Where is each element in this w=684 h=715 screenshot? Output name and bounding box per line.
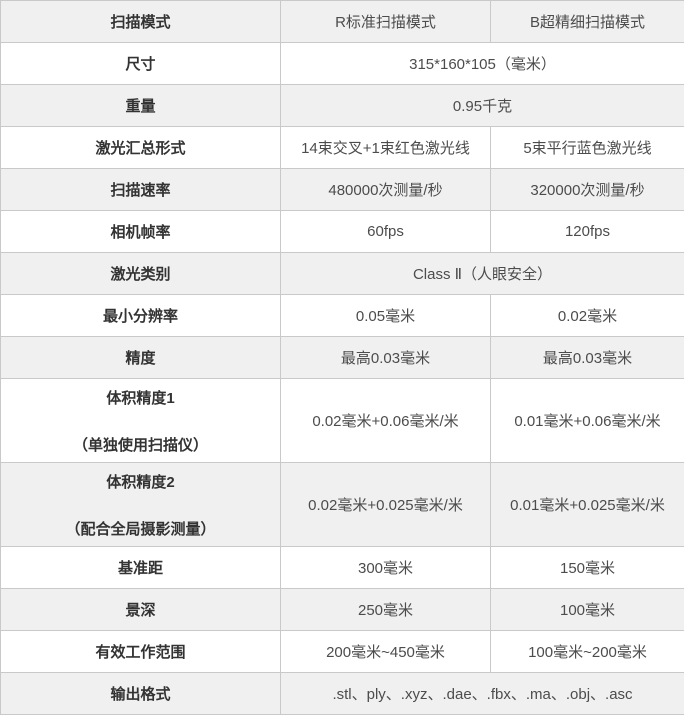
spec-label-cell: 基准距 xyxy=(1,547,281,589)
spec-label-line2: （配合全局摄影测量） xyxy=(7,518,274,539)
spec-label-line1: 体积精度2 xyxy=(7,471,274,492)
spec-value-cell: 0.05毫米 xyxy=(281,295,491,337)
spec-value-cell: 320000次测量/秒 xyxy=(491,169,684,211)
spec-label-cell: 输出格式 xyxy=(1,673,281,715)
spec-label-cell: 体积精度2 （配合全局摄影测量） xyxy=(1,463,281,547)
table-row-volume-accuracy-1: 体积精度1 （单独使用扫描仪） 0.02毫米+0.06毫米/米 0.01毫米+0… xyxy=(1,379,684,463)
table-row-output-format: 输出格式 .stl、ply、.xyz、.dae、.fbx、.ma、.obj、.a… xyxy=(1,673,684,715)
table-row-laser-class: 激光类别 Class Ⅱ（人眼安全） xyxy=(1,253,684,295)
spec-label-cell: 有效工作范围 xyxy=(1,631,281,673)
spec-value-cell: 0.01毫米+0.06毫米/米 xyxy=(491,379,684,463)
spec-label-cell: 精度 xyxy=(1,337,281,379)
spec-value-cell: 480000次测量/秒 xyxy=(281,169,491,211)
spec-label-cell: 最小分辨率 xyxy=(1,295,281,337)
spec-value-cell: 200毫米~450毫米 xyxy=(281,631,491,673)
spec-value-cell: 120fps xyxy=(491,211,684,253)
table-row-volume-accuracy-2: 体积精度2 （配合全局摄影测量） 0.02毫米+0.025毫米/米 0.01毫米… xyxy=(1,463,684,547)
table-row-scan-rate: 扫描速率 480000次测量/秒 320000次测量/秒 xyxy=(1,169,684,211)
spec-label-cell: 扫描速率 xyxy=(1,169,281,211)
table-row-base-distance: 基准距 300毫米 150毫米 xyxy=(1,547,684,589)
spec-value-cell: 100毫米 xyxy=(491,589,684,631)
spec-value-cell: 300毫米 xyxy=(281,547,491,589)
spec-label-cell: 重量 xyxy=(1,85,281,127)
spec-label-line2: （单独使用扫描仪） xyxy=(7,434,274,455)
spec-label-line1: 体积精度1 xyxy=(7,387,274,408)
spec-value-cell: 250毫米 xyxy=(281,589,491,631)
spec-value-cell: 14束交叉+1束红色激光线 xyxy=(281,127,491,169)
column-header-mode-b: B超精细扫描模式 xyxy=(491,1,684,43)
spec-value-cell: 60fps xyxy=(281,211,491,253)
spec-value-cell: 5束平行蓝色激光线 xyxy=(491,127,684,169)
spec-value-cell: 0.02毫米+0.06毫米/米 xyxy=(281,379,491,463)
spec-value-cell: 最高0.03毫米 xyxy=(491,337,684,379)
spec-value-cell: Class Ⅱ（人眼安全） xyxy=(281,253,684,295)
spec-value-cell: 0.95千克 xyxy=(281,85,684,127)
table-row-scan-mode: 扫描模式 R标准扫描模式 B超精细扫描模式 xyxy=(1,1,684,43)
spec-value-cell: 最高0.03毫米 xyxy=(281,337,491,379)
spec-value-cell: 0.01毫米+0.025毫米/米 xyxy=(491,463,684,547)
spec-value-cell: 0.02毫米+0.025毫米/米 xyxy=(281,463,491,547)
spec-label-cell: 景深 xyxy=(1,589,281,631)
spec-value-cell: 100毫米~200毫米 xyxy=(491,631,684,673)
spec-label-cell: 激光类别 xyxy=(1,253,281,295)
table-row-camera-fps: 相机帧率 60fps 120fps xyxy=(1,211,684,253)
spec-label-cell: 尺寸 xyxy=(1,43,281,85)
spec-label-cell: 相机帧率 xyxy=(1,211,281,253)
table-row-depth-of-field: 景深 250毫米 100毫米 xyxy=(1,589,684,631)
column-header-mode-r: R标准扫描模式 xyxy=(281,1,491,43)
spec-label-cell: 激光汇总形式 xyxy=(1,127,281,169)
table-row-accuracy: 精度 最高0.03毫米 最高0.03毫米 xyxy=(1,337,684,379)
table-row-laser-form: 激光汇总形式 14束交叉+1束红色激光线 5束平行蓝色激光线 xyxy=(1,127,684,169)
table-row-min-resolution: 最小分辨率 0.05毫米 0.02毫米 xyxy=(1,295,684,337)
spec-value-cell: 150毫米 xyxy=(491,547,684,589)
spec-value-cell: .stl、ply、.xyz、.dae、.fbx、.ma、.obj、.asc xyxy=(281,673,684,715)
spec-value-cell: 0.02毫米 xyxy=(491,295,684,337)
spec-label-cell: 体积精度1 （单独使用扫描仪） xyxy=(1,379,281,463)
column-header-label: 扫描模式 xyxy=(1,1,281,43)
table-row-working-range: 有效工作范围 200毫米~450毫米 100毫米~200毫米 xyxy=(1,631,684,673)
table-row-weight: 重量 0.95千克 xyxy=(1,85,684,127)
spec-value-cell: 315*160*105（毫米） xyxy=(281,43,684,85)
table-row-dimensions: 尺寸 315*160*105（毫米） xyxy=(1,43,684,85)
